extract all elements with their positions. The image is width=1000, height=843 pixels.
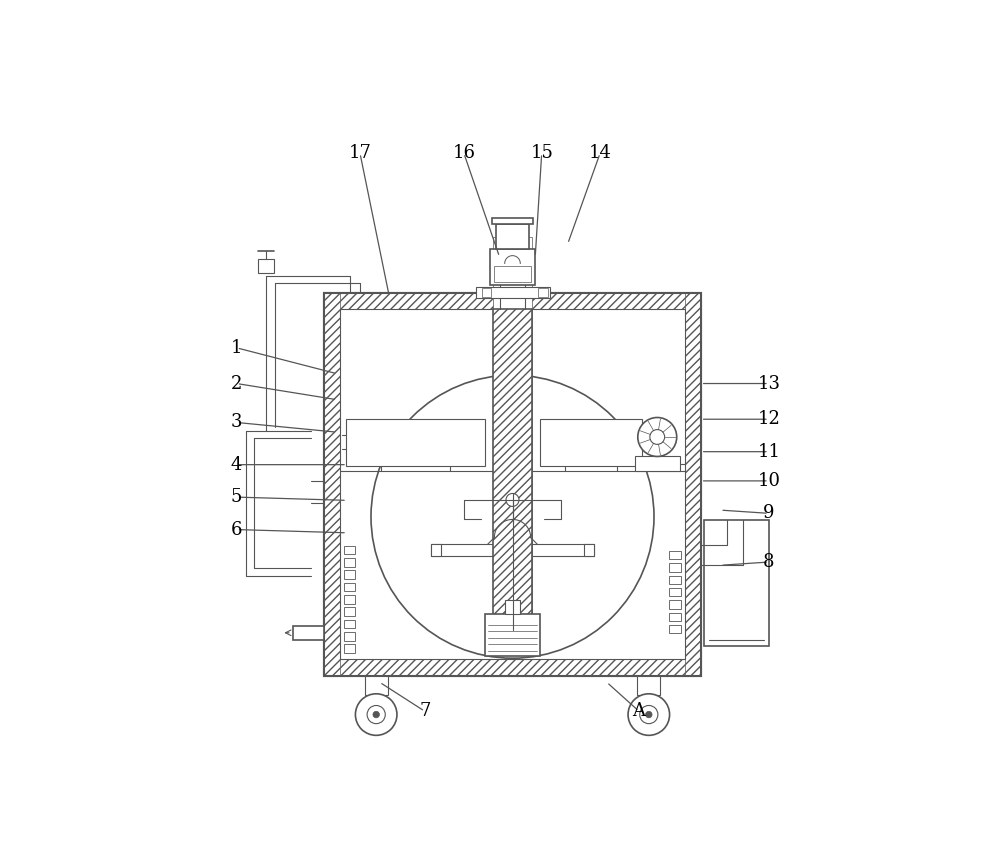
Bar (584, 544, 594, 556)
Bar (490, 250, 535, 285)
Bar (431, 544, 441, 556)
Bar (635, 456, 680, 470)
Bar (704, 520, 769, 647)
Bar (344, 620, 355, 628)
Text: 8: 8 (763, 553, 775, 571)
Text: 12: 12 (757, 411, 780, 428)
Text: 13: 13 (757, 374, 780, 393)
Bar (344, 632, 355, 641)
Text: 9: 9 (763, 504, 775, 523)
Text: 10: 10 (757, 472, 780, 490)
Text: 7: 7 (419, 702, 431, 720)
Circle shape (373, 711, 379, 717)
Bar (344, 644, 355, 652)
Circle shape (638, 417, 677, 456)
Circle shape (506, 493, 519, 507)
Bar (346, 419, 485, 465)
Bar (324, 293, 701, 675)
Text: 17: 17 (349, 144, 371, 162)
Text: 6: 6 (231, 521, 242, 539)
Bar (344, 583, 355, 591)
Bar (494, 266, 531, 282)
Bar (340, 309, 685, 659)
Bar (324, 293, 701, 675)
Bar (485, 614, 540, 656)
Bar (505, 599, 520, 614)
Bar (669, 551, 681, 560)
Bar (344, 558, 355, 566)
Text: 15: 15 (530, 144, 553, 162)
Bar (344, 545, 355, 554)
Text: 2: 2 (231, 374, 242, 393)
Text: 14: 14 (589, 144, 612, 162)
Text: A: A (633, 702, 646, 720)
Bar (669, 563, 681, 572)
Bar (669, 625, 681, 633)
Circle shape (640, 706, 658, 723)
Text: 16: 16 (452, 144, 475, 162)
Bar (540, 419, 642, 465)
Bar (365, 675, 388, 695)
Circle shape (646, 711, 652, 717)
Bar (496, 224, 529, 250)
Bar (324, 293, 340, 675)
Text: 3: 3 (231, 413, 242, 432)
Bar (324, 659, 701, 675)
Bar (669, 613, 681, 621)
Bar (344, 595, 355, 604)
Circle shape (628, 694, 670, 735)
Bar (669, 576, 681, 584)
Circle shape (355, 694, 397, 735)
Bar (482, 288, 491, 298)
Text: 1: 1 (231, 339, 242, 357)
Bar (669, 600, 681, 609)
Bar (685, 293, 701, 675)
Bar (493, 238, 532, 630)
Circle shape (371, 375, 654, 658)
Bar (538, 288, 548, 298)
Bar (344, 571, 355, 579)
Text: 4: 4 (231, 456, 242, 474)
Bar (492, 218, 533, 224)
Bar (669, 588, 681, 597)
Bar (344, 608, 355, 616)
Bar (431, 544, 594, 556)
Bar (324, 293, 701, 309)
Text: 11: 11 (757, 443, 780, 460)
Bar (493, 309, 532, 630)
Bar (637, 675, 660, 695)
Bar (293, 626, 324, 640)
Text: 5: 5 (231, 488, 242, 506)
Circle shape (367, 706, 385, 723)
Circle shape (650, 430, 665, 444)
Bar (476, 287, 550, 298)
Bar (258, 259, 274, 273)
